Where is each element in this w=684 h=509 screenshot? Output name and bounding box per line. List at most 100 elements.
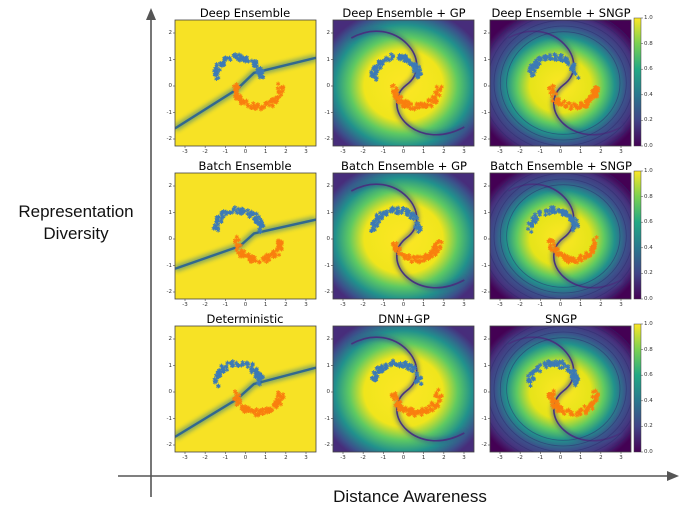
orange-class-marker: ✱ — [582, 255, 587, 262]
blue-class-marker: ✱ — [566, 59, 571, 66]
orange-class-marker: ✱ — [262, 254, 267, 261]
orange-class-marker: ✱ — [593, 92, 598, 99]
orange-class-marker: ✱ — [269, 98, 274, 105]
orange-class-marker: ✱ — [433, 252, 438, 259]
blue-class-marker: ✱ — [407, 61, 412, 68]
orange-class-marker: ✱ — [552, 247, 557, 254]
orange-class-marker: ✱ — [556, 402, 561, 409]
orange-class-marker: ✱ — [579, 258, 584, 265]
blue-class-marker: ✱ — [401, 55, 406, 62]
blue-class-marker: ✱ — [260, 374, 265, 381]
decision-boundary — [175, 56, 316, 130]
orange-class-marker: ✱ — [426, 255, 431, 262]
orange-class-marker: ✱ — [276, 398, 281, 405]
x-tick-label: 0 — [243, 302, 248, 308]
orange-class-marker: ✱ — [235, 399, 240, 406]
orange-class-marker: ✱ — [404, 100, 409, 107]
orange-class-marker: ✱ — [590, 92, 595, 99]
blue-class-marker: ✱ — [230, 359, 235, 366]
blue-class-marker: ✱ — [374, 71, 379, 78]
orange-class-marker: ✱ — [246, 251, 251, 258]
orange-class-marker: ✱ — [559, 251, 564, 258]
blue-class-marker: ✱ — [418, 67, 423, 74]
blue-class-marker: ✱ — [532, 368, 537, 375]
blue-class-marker: ✱ — [244, 55, 249, 62]
orange-class-marker: ✱ — [415, 410, 420, 417]
blue-class-marker: ✱ — [254, 366, 259, 373]
orange-class-marker: ✱ — [235, 243, 240, 250]
blue-class-marker: ✱ — [525, 226, 530, 233]
blue-class-marker: ✱ — [369, 228, 374, 235]
blue-class-marker: ✱ — [236, 363, 241, 370]
blue-class-marker: ✱ — [380, 367, 385, 374]
orange-class-marker: ✱ — [409, 259, 414, 266]
orange-class-marker: ✱ — [588, 96, 593, 103]
blue-class-marker: ✱ — [231, 53, 236, 60]
orange-class-marker: ✱ — [580, 102, 585, 109]
orange-class-marker: ✱ — [564, 103, 569, 110]
y-tick-label: -2 — [481, 136, 487, 142]
x-tick-label: -2 — [202, 455, 208, 461]
orange-class-marker: ✱ — [251, 104, 256, 111]
blue-class-marker: ✱ — [404, 58, 409, 65]
blue-class-marker: ✱ — [372, 74, 377, 81]
orange-class-marker: ✱ — [439, 84, 444, 91]
blue-class-marker: ✱ — [238, 207, 243, 214]
colorbar-tick-label: 0.2 — [644, 117, 653, 124]
blue-class-marker: ✱ — [384, 365, 389, 372]
blue-class-marker: ✱ — [535, 367, 540, 374]
blue-class-marker: ✱ — [376, 367, 381, 374]
blue-class-marker: ✱ — [383, 57, 388, 64]
orange-class-marker: ✱ — [245, 405, 250, 412]
blue-class-marker: ✱ — [243, 56, 248, 63]
blue-class-marker: ✱ — [380, 61, 385, 68]
blue-class-marker: ✱ — [390, 208, 395, 215]
orange-class-marker: ✱ — [255, 101, 260, 108]
blue-class-marker: ✱ — [215, 375, 220, 382]
blue-class-marker: ✱ — [379, 365, 384, 372]
orange-class-marker: ✱ — [570, 258, 575, 265]
blue-class-marker: ✱ — [554, 362, 559, 369]
orange-class-marker: ✱ — [416, 102, 421, 109]
blue-class-marker: ✱ — [575, 377, 580, 384]
x-tick-label: -3 — [497, 455, 503, 461]
blue-class-marker: ✱ — [547, 359, 552, 366]
blue-class-marker: ✱ — [574, 379, 579, 386]
orange-class-marker: ✱ — [434, 92, 439, 99]
orange-class-marker: ✱ — [244, 409, 249, 416]
blue-class-marker: ✱ — [380, 61, 385, 68]
blue-class-marker: ✱ — [256, 380, 261, 387]
blue-class-marker: ✱ — [390, 54, 395, 61]
blue-class-marker: ✱ — [411, 63, 416, 70]
orange-class-marker: ✱ — [591, 389, 596, 396]
orange-class-marker: ✱ — [420, 254, 425, 261]
colorbar-tick-label: 0.2 — [644, 270, 653, 277]
blue-class-marker: ✱ — [550, 209, 555, 216]
colorbar-tick-label: 0.6 — [644, 66, 653, 73]
blue-class-marker: ✱ — [219, 62, 224, 69]
x-tick-label: -1 — [537, 455, 544, 461]
blue-class-marker: ✱ — [558, 360, 563, 367]
orange-class-marker: ✱ — [401, 409, 406, 416]
y-tick-label: 0 — [483, 83, 488, 89]
orange-class-marker: ✱ — [394, 394, 399, 401]
blue-class-marker: ✱ — [215, 370, 220, 377]
blue-class-marker: ✱ — [549, 56, 554, 63]
blue-class-marker: ✱ — [259, 220, 264, 227]
orange-class-marker: ✱ — [279, 85, 284, 92]
blue-class-marker: ✱ — [251, 60, 256, 67]
orange-class-marker: ✱ — [436, 398, 441, 405]
orange-class-marker: ✱ — [396, 96, 401, 103]
orange-class-marker: ✱ — [434, 245, 439, 252]
blue-class-marker: ✱ — [566, 61, 571, 68]
blue-class-marker: ✱ — [570, 225, 575, 232]
orange-class-marker: ✱ — [392, 392, 397, 399]
orange-class-marker: ✱ — [556, 252, 561, 259]
orange-class-marker: ✱ — [439, 393, 444, 400]
blue-class-marker: ✱ — [551, 208, 556, 215]
blue-class-marker: ✱ — [571, 62, 576, 69]
orange-class-marker: ✱ — [235, 395, 240, 402]
blue-class-marker: ✱ — [373, 370, 378, 377]
orange-class-marker: ✱ — [249, 408, 254, 415]
blue-class-marker: ✱ — [576, 75, 581, 82]
